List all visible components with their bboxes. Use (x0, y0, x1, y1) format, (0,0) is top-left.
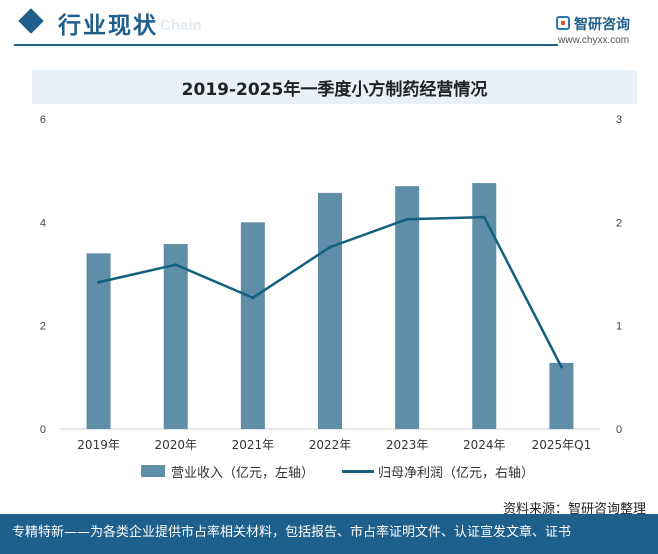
x-tick-label: 2019年 (77, 438, 120, 452)
legend-swatch-profit (342, 470, 374, 473)
profit-point (251, 296, 255, 300)
header-divider (14, 44, 558, 46)
y-left-tick-label: 4 (40, 217, 46, 229)
revenue-bar (472, 183, 497, 429)
logo-icon (556, 16, 570, 30)
brand-logo: 智研咨询 www.chyxx.com (556, 14, 646, 50)
legend-label-profit: 归母净利润（亿元，右轴） (378, 466, 535, 481)
y-right-tick-label: 3 (616, 114, 622, 126)
profit-point (482, 215, 486, 219)
y-right-tick-label: 1 (616, 321, 622, 333)
revenue-bar (240, 222, 265, 429)
header: 行业现状 Chain 智研咨询 www.chyxx.com (0, 0, 658, 56)
y-left-tick-label: 6 (40, 114, 46, 126)
legend-label-revenue: 营业收入（亿元，左轴） (171, 466, 315, 481)
chart: 0 2 4 6 0 1 2 3 2019年 2020年 2021年 2022年 2023年 2024年 20… (40, 114, 622, 452)
y-right-tick-label: 2 (616, 217, 622, 229)
y-right-tick-label: 0 (616, 424, 622, 436)
x-tick-label: 2020年 (154, 438, 197, 452)
x-tick-label: 2021年 (232, 438, 275, 452)
footer-banner: 专精特新——为各类企业提供市占率相关材料，包括报告、市占率证明文件、认证宣发文章… (0, 514, 658, 554)
footer-text: 专精特新——为各类企业提供市占率相关材料，包括报告、市占率证明文件、认证宣发文章… (12, 525, 572, 540)
profit-point (97, 280, 101, 284)
section-title: 行业现状 (58, 13, 158, 39)
y-left-tick-label: 0 (40, 424, 46, 436)
profit-point (405, 217, 409, 221)
chart-legend: 营业收入（亿元，左轴） 归母净利润（亿元，右轴） (0, 460, 658, 482)
x-tick-label: 2025年Q1 (532, 438, 592, 452)
diamond-icon (18, 8, 44, 34)
chart-title-band: 2019-2025年一季度小方制药经营情况 (32, 70, 637, 104)
logo-name: 智研咨询 (574, 17, 630, 33)
revenue-bar (549, 362, 574, 429)
y-left-tick-label: 2 (40, 321, 46, 333)
revenue-bar (395, 186, 420, 429)
profit-point (174, 263, 178, 267)
profit-point (559, 365, 563, 369)
x-tick-label: 2023年 (386, 438, 429, 452)
logo-url: www.chyxx.com (558, 35, 630, 46)
section-subtitle: Chain (160, 17, 202, 34)
revenue-bar (163, 244, 188, 429)
x-tick-label: 2022年 (309, 438, 352, 452)
legend-swatch-revenue (141, 465, 165, 477)
revenue-bar (318, 192, 342, 429)
source-note: 资料来源：智研咨询整理 (502, 502, 646, 517)
profit-point (328, 245, 332, 249)
x-tick-label: 2024年 (463, 438, 506, 452)
chart-title: 2019-2025年一季度小方制药经营情况 (181, 80, 488, 100)
